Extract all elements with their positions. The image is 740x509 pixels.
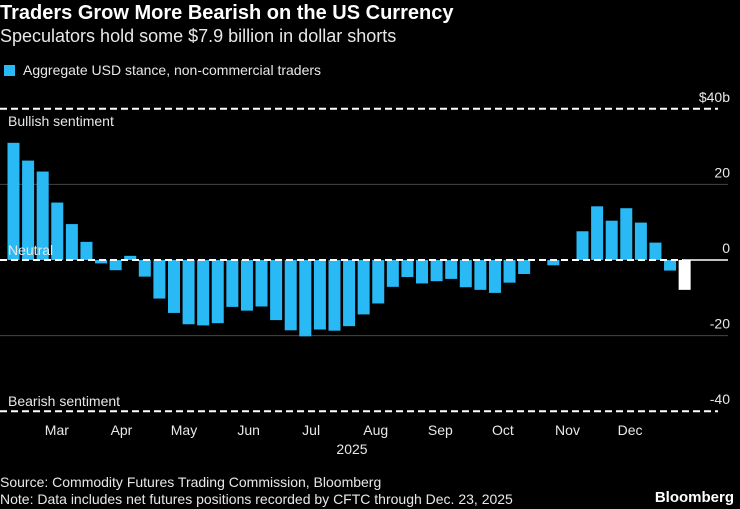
annotation-label: Bullish sentiment (8, 113, 114, 129)
bar (124, 255, 137, 260)
bar (547, 260, 560, 266)
bar (591, 206, 604, 260)
bar (255, 260, 268, 307)
bar (649, 242, 662, 260)
bar (518, 260, 531, 274)
x-tick-label: Jul (302, 422, 320, 438)
bar (634, 222, 647, 260)
bar (197, 260, 210, 326)
bar (284, 260, 297, 331)
bar (328, 260, 341, 331)
bar (620, 208, 633, 260)
bar (240, 260, 253, 311)
x-tick-label: Apr (111, 422, 133, 438)
x-tick-label: Dec (618, 422, 643, 438)
x-axis-year-label: 2025 (336, 441, 367, 457)
bar (372, 260, 385, 304)
bar (488, 260, 501, 293)
legend-label: Aggregate USD stance, non-commercial tra… (23, 62, 322, 78)
bar (299, 260, 312, 337)
bar (678, 260, 691, 290)
y-tick-label: 0 (722, 240, 730, 256)
bar (138, 260, 151, 277)
bloomberg-logo: Bloomberg (654, 489, 734, 506)
bar (357, 260, 370, 315)
bar (109, 260, 122, 271)
bar (22, 160, 35, 260)
bar (401, 260, 414, 278)
bar (211, 260, 224, 324)
chart-subtitle: Speculators hold some $7.9 billion in do… (0, 26, 397, 46)
bar (80, 241, 93, 260)
bar (605, 220, 618, 260)
footnote: Note: Data includes net futures position… (0, 491, 513, 507)
bar (270, 260, 283, 321)
bar (36, 171, 49, 260)
x-tick-label: Sep (428, 422, 453, 438)
bar (343, 260, 356, 327)
bar (182, 260, 195, 325)
annotation-label: Bearish sentiment (8, 393, 120, 409)
bar (503, 260, 516, 283)
bar (430, 260, 443, 282)
bar (416, 260, 429, 284)
bar (153, 260, 166, 299)
bar (313, 260, 326, 330)
bar (459, 260, 472, 288)
bar-chart: $40b 20 0 -20 -40 Bullish sentiment Neutral Bea… (0, 89, 730, 457)
y-tick-label: -20 (710, 316, 730, 332)
x-tick-label: Nov (555, 422, 580, 438)
bar (576, 231, 589, 260)
annotation-label: Neutral (8, 242, 53, 258)
legend-swatch (4, 64, 15, 76)
bar (95, 260, 108, 264)
source-note: Source: Commodity Futures Trading Commis… (0, 474, 382, 490)
bar (167, 260, 180, 313)
x-tick-label: Mar (45, 422, 69, 438)
x-tick-label: Aug (363, 422, 388, 438)
bar (7, 142, 20, 260)
y-tick-label: -40 (710, 391, 730, 407)
bar (664, 260, 677, 271)
y-tick-label: 20 (714, 164, 730, 180)
bar (65, 224, 78, 260)
chart-title: Traders Grow More Bearish on the US Curr… (0, 2, 454, 24)
bar (386, 260, 399, 287)
x-tick-label: Oct (492, 422, 514, 438)
bar (474, 260, 487, 290)
bar (445, 260, 458, 279)
y-tick-label: $40b (699, 89, 730, 105)
bar (226, 260, 239, 307)
x-tick-label: Jun (237, 422, 260, 438)
bar (51, 202, 64, 260)
legend: Aggregate USD stance, non-commercial tra… (4, 62, 321, 78)
x-tick-label: May (171, 422, 197, 438)
